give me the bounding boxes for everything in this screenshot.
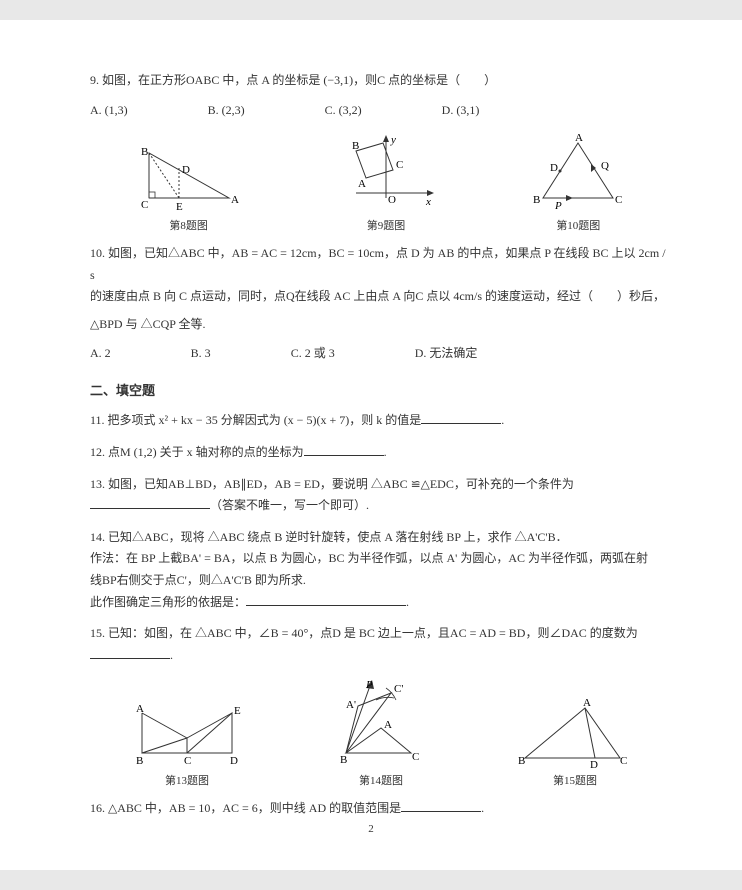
figure-13: A B C D E 第13题图 bbox=[122, 698, 252, 792]
q14-line2: 作法：在 BP 上截BA' = BA，以点 B 为圆心，BC 为半径作弧，以点 … bbox=[90, 548, 672, 570]
fig9-label-c: C bbox=[396, 159, 403, 171]
fig10-label-q: Q bbox=[601, 160, 609, 172]
fig14-label-c: C bbox=[412, 751, 419, 763]
fig13-label-e: E bbox=[234, 705, 241, 717]
fig8-label-d: D bbox=[182, 164, 190, 176]
fig13-caption: 第13题图 bbox=[165, 772, 209, 792]
fig9-caption: 第9题图 bbox=[367, 217, 406, 237]
fig13-label-d: D bbox=[230, 755, 238, 767]
q9-opt-d: D. (3,1) bbox=[442, 100, 480, 122]
q9-opt-c: C. (3,2) bbox=[325, 100, 362, 122]
fig8-label-a: A bbox=[231, 194, 239, 206]
q10-opt-a: A. 2 bbox=[90, 343, 111, 365]
fig14-caption: 第14题图 bbox=[359, 772, 403, 792]
fig9-label-a: A bbox=[358, 178, 366, 190]
fig13-label-a: A bbox=[136, 703, 144, 715]
fig9-label-y: y bbox=[390, 134, 396, 146]
q9-options: A. (1,3) B. (2,3) C. (3,2) D. (3,1) bbox=[90, 100, 672, 122]
fig8-label-e: E bbox=[176, 201, 183, 213]
q15-blank-wrap: . bbox=[90, 645, 672, 667]
figure-10-svg: A B C D Q P bbox=[523, 133, 633, 213]
question-16: 16. △ABC 中，AB = 10，AC = 6，则中线 AD 的取值范围是. bbox=[90, 798, 672, 820]
question-13: 13. 如图，已知AB⊥BD，AB∥ED，AB = ED，要说明 △ABC ≌△… bbox=[90, 474, 672, 517]
q14-line4: 此作图确定三角形的依据是： bbox=[90, 595, 246, 609]
fig9-label-b: B bbox=[352, 140, 359, 152]
q16-text: 16. △ABC 中，AB = 10，AC = 6，则中线 AD 的取值范围是 bbox=[90, 801, 401, 815]
fig13-label-b: B bbox=[136, 755, 143, 767]
fig13-label-c: C bbox=[184, 755, 191, 767]
question-11: 11. 把多项式 x² + kx − 35 分解因式为 (x − 5)(x + … bbox=[90, 410, 672, 432]
q10-line2: 的速度由点 B 向 C 点运动，同时，点Q在线段 AC 上由点 A 向C 点以 … bbox=[90, 286, 672, 308]
question-14: 14. 已知△ABC，现将 △ABC 绕点 B 逆时针旋转，使点 A 落在射线 … bbox=[90, 527, 672, 613]
fig14-label-b: B bbox=[340, 754, 347, 766]
fig14-label-cprime: C' bbox=[394, 683, 403, 695]
fig14-label-a: A bbox=[384, 719, 392, 731]
q16-blank bbox=[401, 798, 481, 812]
fig14-label-aprime: A' bbox=[346, 699, 356, 711]
q11-text: 11. 把多项式 x² + kx − 35 分解因式为 (x − 5)(x + … bbox=[90, 413, 421, 427]
q14-line1: 14. 已知△ABC，现将 △ABC 绕点 B 逆时针旋转，使点 A 落在射线 … bbox=[90, 527, 672, 549]
q11-blank bbox=[421, 410, 501, 424]
q12-text: 12. 点M (1,2) 关于 x 轴对称的点的坐标为 bbox=[90, 445, 304, 459]
page-number: 2 bbox=[368, 820, 374, 840]
fig10-label-p: P bbox=[554, 200, 562, 212]
fig10-caption: 第10题图 bbox=[556, 217, 600, 237]
figure-8-svg: B C E A D bbox=[129, 143, 249, 213]
fig10-label-a: A bbox=[575, 133, 583, 144]
figure-14: P A' C' A B C 第14题图 bbox=[316, 678, 446, 792]
figure-8: B C E A D 第8题图 bbox=[129, 143, 249, 237]
figure-9-svg: B A C O x y bbox=[326, 133, 446, 213]
fig15-label-b: B bbox=[518, 755, 525, 767]
q10-options: A. 2 B. 3 C. 2 或 3 D. 无法确定 bbox=[90, 343, 672, 365]
figure-9: B A C O x y 第9题图 bbox=[326, 133, 446, 237]
fig10-label-c: C bbox=[615, 194, 622, 206]
figure-15-svg: A B D C bbox=[510, 698, 640, 768]
question-10: 10. 如图，已知△ABC 中，AB = AC = 12cm，BC = 10cm… bbox=[90, 243, 672, 365]
fig15-label-d: D bbox=[590, 759, 598, 768]
page: 9. 如图，在正方形OABC 中，点 A 的坐标是 (−3,1)，则C 点的坐标… bbox=[0, 20, 742, 870]
figure-15: A B D C 第15题图 bbox=[510, 698, 640, 792]
q9-opt-a: A. (1,3) bbox=[90, 100, 128, 122]
fig15-caption: 第15题图 bbox=[553, 772, 597, 792]
question-15: 15. 已知：如图，在 △ABC 中，∠B = 40°，点D 是 BC 边上一点… bbox=[90, 623, 672, 666]
figures-row-2: A B C D E 第13题图 P A' C' A B C bbox=[90, 678, 672, 792]
q10-line1: 10. 如图，已知△ABC 中，AB = AC = 12cm，BC = 10cm… bbox=[90, 243, 672, 286]
q12-blank bbox=[304, 442, 384, 456]
figure-13-svg: A B C D E bbox=[122, 698, 252, 768]
question-9: 9. 如图，在正方形OABC 中，点 A 的坐标是 (−3,1)，则C 点的坐标… bbox=[90, 70, 672, 121]
q14-line4-wrap: 此作图确定三角形的依据是：. bbox=[90, 592, 672, 614]
fig14-label-p: P bbox=[365, 679, 373, 691]
q14-blank bbox=[246, 592, 406, 606]
figures-row-1: B C E A D 第8题图 B A C O x y bbox=[90, 133, 672, 237]
section-2-title: 二、填空题 bbox=[90, 379, 672, 402]
q9-opt-b: B. (2,3) bbox=[208, 100, 245, 122]
fig8-caption: 第8题图 bbox=[169, 217, 208, 237]
fig8-label-c: C bbox=[141, 199, 148, 211]
q9-text: 9. 如图，在正方形OABC 中，点 A 的坐标是 (−3,1)，则C 点的坐标… bbox=[90, 70, 672, 92]
fig15-label-c: C bbox=[620, 755, 627, 767]
q10-opt-d: D. 无法确定 bbox=[415, 343, 478, 365]
figure-14-svg: P A' C' A B C bbox=[316, 678, 446, 768]
fig10-label-d: D bbox=[550, 162, 558, 174]
q13-line2-wrap: （答案不唯一，写一个即可）. bbox=[90, 495, 672, 517]
fig8-label-b: B bbox=[141, 146, 148, 158]
fig9-label-o: O bbox=[388, 194, 396, 206]
q13-line2: （答案不唯一，写一个即可）. bbox=[210, 498, 369, 512]
fig15-label-a: A bbox=[583, 698, 591, 709]
q10-opt-b: B. 3 bbox=[191, 343, 211, 365]
q13-blank bbox=[90, 495, 210, 509]
q15-blank bbox=[90, 645, 170, 659]
q15-text: 15. 已知：如图，在 △ABC 中，∠B = 40°，点D 是 BC 边上一点… bbox=[90, 626, 638, 640]
q10-opt-c: C. 2 或 3 bbox=[291, 343, 335, 365]
figure-10: A B C D Q P 第10题图 bbox=[523, 133, 633, 237]
q14-line3: 线BP右侧交于点C'，则△A'C'B 即为所求. bbox=[90, 570, 672, 592]
fig10-label-b: B bbox=[533, 194, 540, 206]
fig9-label-x: x bbox=[425, 196, 431, 208]
question-12: 12. 点M (1,2) 关于 x 轴对称的点的坐标为. bbox=[90, 442, 672, 464]
q10-line3: △BPD 与 △CQP 全等. bbox=[90, 314, 672, 336]
q13-line1: 13. 如图，已知AB⊥BD，AB∥ED，AB = ED，要说明 △ABC ≌△… bbox=[90, 474, 672, 496]
